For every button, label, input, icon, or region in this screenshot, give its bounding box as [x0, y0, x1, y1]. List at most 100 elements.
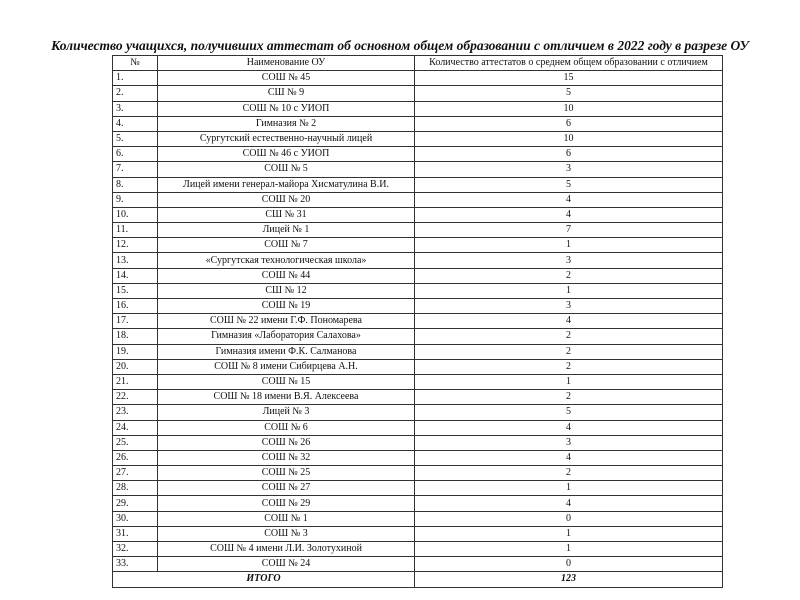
table-row: 1. СОШ № 45 15: [112, 70, 723, 87]
table-row: 27. СОШ № 25 2: [112, 465, 723, 482]
certificate-count: 1: [414, 373, 723, 391]
school-name: «Сургутская технологическая школа»: [157, 252, 415, 269]
school-name: СОШ № 24: [157, 556, 415, 573]
certificate-count: 1: [414, 540, 723, 558]
total-label: ИТОГО: [112, 571, 415, 588]
header-number: №: [112, 54, 158, 72]
table-header-row: № Наименование ОУ Количество аттестатов …: [112, 54, 723, 72]
certificate-count: 4: [414, 206, 723, 224]
row-number: 13.: [112, 252, 158, 269]
table-row: 22. СОШ № 18 имени В.Я. Алексеева 2: [112, 389, 723, 406]
row-number: 31.: [112, 525, 158, 543]
school-name: Лицей № 3: [157, 404, 415, 421]
row-number: 18.: [112, 328, 158, 345]
school-name: СОШ № 1: [157, 510, 415, 527]
row-number: 16.: [112, 297, 158, 315]
header-school-name: Наименование ОУ: [157, 54, 415, 72]
certificate-count: 4: [414, 449, 723, 467]
row-number: 28.: [112, 480, 158, 497]
row-number: 10.: [112, 206, 158, 224]
school-name: СОШ № 5: [157, 161, 415, 178]
table-row: 3. СОШ № 10 с УИОП 10: [112, 100, 723, 117]
school-name: СОШ № 45: [157, 70, 415, 87]
total-value: 123: [414, 571, 723, 588]
row-number: 20.: [112, 358, 158, 375]
certificate-count: 1: [414, 480, 723, 497]
table-row: 10. СШ № 31 4: [112, 206, 723, 224]
certificate-count: 7: [414, 222, 723, 239]
certificate-count: 2: [414, 358, 723, 375]
row-number: 11.: [112, 222, 158, 239]
schools-table: № Наименование ОУ Количество аттестатов …: [112, 54, 723, 588]
row-number: 8.: [112, 176, 158, 193]
certificate-count: 5: [414, 85, 723, 102]
certificate-count: 3: [414, 161, 723, 178]
school-name: Лицей № 1: [157, 222, 415, 239]
row-number: 21.: [112, 373, 158, 391]
school-name: СОШ № 25: [157, 465, 415, 482]
school-name: СОШ № 46 с УИОП: [157, 146, 415, 163]
table-row: 32. СОШ № 4 имени Л.И. Золотухиной 1: [112, 540, 723, 558]
certificate-count: 2: [414, 465, 723, 482]
table-row: 16. СОШ № 19 3: [112, 297, 723, 315]
certificate-count: 1: [414, 237, 723, 254]
table-row: 18. Гимназия «Лаборатория Салахова» 2: [112, 328, 723, 345]
row-number: 19.: [112, 343, 158, 360]
table-row: 14. СОШ № 44 2: [112, 267, 723, 284]
table-row: 13. «Сургутская технологическая школа» 3: [112, 252, 723, 269]
table-row: 19. Гимназия имени Ф.К. Салманова 2: [112, 343, 723, 360]
row-number: 22.: [112, 389, 158, 406]
table-row: 26. СОШ № 32 4: [112, 449, 723, 467]
row-number: 5.: [112, 130, 158, 148]
school-name: СОШ № 32: [157, 449, 415, 467]
row-number: 26.: [112, 449, 158, 467]
school-name: СОШ № 8 имени Сибирцева А.Н.: [157, 358, 415, 375]
row-number: 30.: [112, 510, 158, 527]
table-row: 29. СОШ № 29 4: [112, 495, 723, 512]
school-name: Гимназия «Лаборатория Салахова»: [157, 328, 415, 345]
table-row: 6. СОШ № 46 с УИОП 6: [112, 146, 723, 163]
table-row: 28. СОШ № 27 1: [112, 480, 723, 497]
certificate-count: 15: [414, 70, 723, 87]
school-name: СОШ № 10 с УИОП: [157, 100, 415, 117]
certificate-count: 4: [414, 419, 723, 436]
row-number: 7.: [112, 161, 158, 178]
row-number: 6.: [112, 146, 158, 163]
row-number: 14.: [112, 267, 158, 284]
certificate-count: 3: [414, 297, 723, 315]
school-name: СОШ № 44: [157, 267, 415, 284]
row-number: 17.: [112, 313, 158, 330]
total-row: ИТОГО 123: [112, 571, 723, 588]
row-number: 33.: [112, 556, 158, 573]
school-name: Сургутский естественно-научный лицей: [157, 130, 415, 148]
school-name: СОШ № 4 имени Л.И. Золотухиной: [157, 540, 415, 558]
certificate-count: 5: [414, 404, 723, 421]
certificate-count: 0: [414, 510, 723, 527]
certificate-count: 6: [414, 115, 723, 132]
school-name: СОШ № 6: [157, 419, 415, 436]
row-number: 9.: [112, 191, 158, 208]
row-number: 25.: [112, 434, 158, 451]
table-row: 15. СШ № 12 1: [112, 282, 723, 300]
row-number: 32.: [112, 540, 158, 558]
row-number: 15.: [112, 282, 158, 300]
row-number: 27.: [112, 465, 158, 482]
row-number: 12.: [112, 237, 158, 254]
certificate-count: 2: [414, 389, 723, 406]
certificate-count: 10: [414, 100, 723, 117]
row-number: 24.: [112, 419, 158, 436]
certificate-count: 10: [414, 130, 723, 148]
certificate-count: 3: [414, 434, 723, 451]
table-row: 5. Сургутский естественно-научный лицей 10: [112, 130, 723, 148]
certificate-count: 2: [414, 267, 723, 284]
certificate-count: 3: [414, 252, 723, 269]
row-number: 29.: [112, 495, 158, 512]
certificate-count: 4: [414, 191, 723, 208]
table-row: 33. СОШ № 24 0: [112, 556, 723, 573]
school-name: СШ № 9: [157, 85, 415, 102]
header-certificate-count: Количество аттестатов о среднем общем об…: [414, 54, 723, 72]
